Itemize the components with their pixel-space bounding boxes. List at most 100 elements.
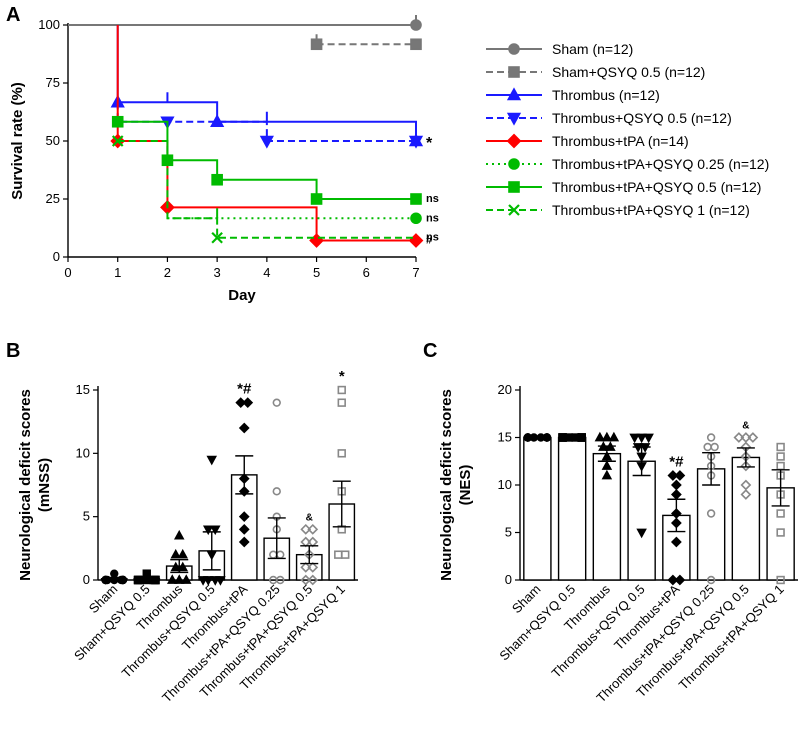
data-point xyxy=(733,432,745,443)
data-point xyxy=(238,511,250,523)
data-point xyxy=(272,398,281,407)
data-point xyxy=(206,455,218,466)
significance-label: *# xyxy=(669,454,684,471)
x-marker-stroke xyxy=(508,204,520,216)
data-point xyxy=(601,469,613,480)
panel-a-survival-chart: A 0 1 2 3 4 5 6 7 0 25 50 75 100 Day Survival rate (%) *… xyxy=(6,4,439,304)
legend-marker xyxy=(508,181,520,193)
legend-label: Sham (n=12) xyxy=(552,41,633,57)
legend-marker xyxy=(506,87,522,101)
x-tick-label: 3 xyxy=(214,265,221,280)
legend-marker xyxy=(508,204,520,216)
data-point xyxy=(110,569,119,578)
x-tick-label: 5 xyxy=(313,265,320,280)
legend-item: Thrombus+QSYQ 0.5 (n=12) xyxy=(486,110,732,126)
bar-group: * xyxy=(328,368,356,581)
survival-marker xyxy=(410,19,422,31)
data-point xyxy=(276,575,285,585)
legend-label: Sham+QSYQ 0.5 (n=12) xyxy=(552,64,705,80)
data-point xyxy=(307,561,319,573)
legend-item: Thrombus+tPA (n=14) xyxy=(486,133,689,149)
survival-marker xyxy=(211,231,223,244)
bar-group xyxy=(197,455,226,586)
x-axis-title: Day xyxy=(228,287,256,304)
y-tick-label: 20 xyxy=(498,382,512,397)
significance-label: * xyxy=(339,368,345,385)
data-point xyxy=(542,433,552,442)
legend-item: Thrombus+tPA+QSYQ 1 (n=12) xyxy=(486,202,750,218)
series-1 xyxy=(310,34,422,51)
survival-marker xyxy=(408,135,424,149)
series-6: ns xyxy=(111,115,439,205)
bar-group xyxy=(766,442,795,585)
legend-label: Thrombus+tPA (n=14) xyxy=(552,133,689,149)
data-point xyxy=(307,523,319,535)
bar xyxy=(557,436,587,581)
panel-letter: C xyxy=(423,340,437,362)
survival-marker xyxy=(111,115,124,128)
survival-marker xyxy=(410,212,422,225)
data-point xyxy=(643,433,654,444)
legend-marker xyxy=(508,66,520,78)
legend-item: Thrombus+tPA+QSYQ 0.25 (n=12) xyxy=(486,156,769,172)
y-axis-title: Neurological deficit scores xyxy=(17,389,34,581)
x-tick-label: 4 xyxy=(263,265,270,280)
significance-label: ns xyxy=(426,212,439,224)
data-point xyxy=(740,432,752,443)
data-point xyxy=(594,431,606,442)
bar-group xyxy=(263,398,291,585)
legend-marker xyxy=(506,112,522,126)
data-point xyxy=(636,528,647,539)
data-point xyxy=(209,525,221,536)
bar-group xyxy=(592,431,622,581)
significance-label: *# xyxy=(237,381,252,398)
bar-group: & xyxy=(295,512,323,586)
data-point xyxy=(337,449,346,458)
series-5: ns xyxy=(167,212,439,225)
survival-marker xyxy=(410,193,422,205)
data-point xyxy=(170,548,182,559)
data-point xyxy=(142,569,151,578)
significance-label: & xyxy=(742,421,749,432)
significance-label: & xyxy=(306,512,313,523)
data-point xyxy=(180,574,192,584)
data-point xyxy=(706,433,716,442)
legend-label: Thrombus+tPA+QSYQ 0.25 (n=12) xyxy=(552,156,769,172)
data-point xyxy=(215,576,226,586)
y-tick-label: 5 xyxy=(83,509,90,524)
x-tick-label: 0 xyxy=(64,265,71,280)
y-axis-title: (NES) xyxy=(457,465,474,506)
y-tick-label: 50 xyxy=(46,133,60,148)
survival-marker xyxy=(310,193,323,205)
data-point xyxy=(674,470,686,481)
bar-group: *# xyxy=(230,381,258,581)
significance-label: ns xyxy=(426,193,439,205)
bar xyxy=(731,456,761,581)
data-point xyxy=(166,574,178,584)
survival-marker xyxy=(259,135,274,149)
legend-item: Thrombus (n=12) xyxy=(486,87,660,103)
series-0 xyxy=(68,15,422,31)
data-point xyxy=(667,470,679,481)
y-tick-label: 5 xyxy=(505,525,512,540)
y-tick-label: 0 xyxy=(505,572,512,587)
survival-marker xyxy=(310,38,323,51)
legend-item: Sham (n=12) xyxy=(486,41,633,57)
data-point xyxy=(202,576,214,586)
data-point xyxy=(776,509,785,518)
survival-marker xyxy=(410,38,422,51)
significance-label: ns xyxy=(426,232,439,244)
data-point xyxy=(177,548,189,559)
data-point xyxy=(300,561,312,573)
significance-label: # xyxy=(426,235,432,247)
data-point xyxy=(608,431,620,442)
x-marker-stroke xyxy=(111,135,124,147)
significance-label: * xyxy=(426,135,433,152)
legend-item: Sham+QSYQ 0.5 (n=12) xyxy=(486,64,705,80)
data-point xyxy=(300,574,312,586)
data-point xyxy=(747,432,759,443)
y-axis-title: Survival rate (%) xyxy=(9,82,26,200)
survival-marker xyxy=(309,233,324,248)
x-tick-label: 7 xyxy=(412,265,419,280)
